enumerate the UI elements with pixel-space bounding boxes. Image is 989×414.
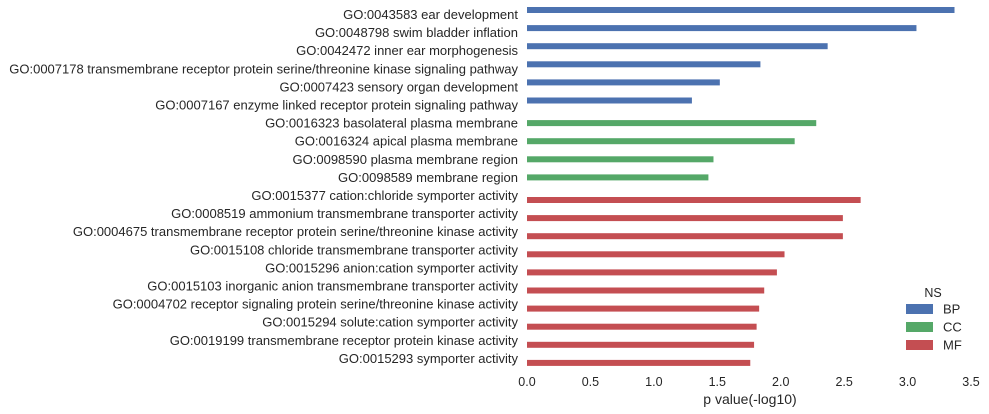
bar-go-0019199 bbox=[527, 341, 755, 348]
legend-label-cc: CC bbox=[943, 320, 962, 335]
category-label-go-0015377: GO:0015377 cation:chloride symporter act… bbox=[251, 188, 518, 203]
category-label-go-0043583: GO:0043583 ear development bbox=[343, 7, 518, 22]
bar-go-0015294 bbox=[527, 323, 757, 330]
bar-go-0015296 bbox=[527, 269, 777, 276]
bars bbox=[527, 7, 955, 366]
category-label-go-0007167: GO:0007167 enzyme linked receptor protei… bbox=[155, 98, 518, 113]
category-label-go-0019199: GO:0019199 transmembrane receptor protei… bbox=[170, 333, 519, 348]
legend-swatch-cc bbox=[906, 322, 933, 332]
category-label-go-0098590: GO:0098590 plasma membrane region bbox=[293, 152, 518, 167]
bar-go-0098589 bbox=[527, 174, 709, 181]
legend-swatch-mf bbox=[906, 340, 933, 350]
bar-go-0007423 bbox=[527, 79, 720, 86]
category-label-go-0098589: GO:0098589 membrane region bbox=[338, 170, 518, 185]
bar-go-0043583 bbox=[527, 7, 955, 13]
category-label-go-0015108: GO:0015108 chloride transmembrane transp… bbox=[190, 242, 519, 257]
legend-label-mf: MF bbox=[943, 338, 962, 353]
category-label-go-0004675: GO:0004675 transmembrane receptor protei… bbox=[73, 224, 519, 239]
category-label-go-0007423: GO:0007423 sensory organ development bbox=[280, 79, 519, 94]
x-tick-label: 1.5 bbox=[709, 375, 726, 389]
category-label-go-0048798: GO:0048798 swim bladder inflation bbox=[315, 25, 518, 40]
x-tick-label: 2.5 bbox=[835, 375, 852, 389]
bar-go-0015377 bbox=[527, 197, 861, 203]
category-label-go-0015294: GO:0015294 solute:cation symporter activ… bbox=[262, 315, 518, 330]
bar-go-0015108 bbox=[527, 251, 785, 258]
legend-swatch-bp bbox=[906, 304, 933, 314]
bar-go-0008519 bbox=[527, 215, 843, 222]
category-label-go-0015296: GO:0015296 anion:cation symporter activi… bbox=[265, 260, 518, 275]
category-label-go-0042472: GO:0042472 inner ear morphogenesis bbox=[296, 43, 518, 58]
bar-go-0007167 bbox=[527, 97, 692, 104]
x-tick-label: 1.0 bbox=[645, 375, 662, 389]
bar-go-0048798 bbox=[527, 25, 917, 32]
category-label-go-0007178: GO:0007178 transmembrane receptor protei… bbox=[9, 61, 518, 76]
x-axis-label: p value(-log10) bbox=[703, 391, 796, 407]
category-label-go-0016324: GO:0016324 apical plasma membrane bbox=[295, 134, 518, 149]
legend: NS BP CC MF bbox=[906, 286, 962, 353]
x-tick-label: 2.0 bbox=[772, 375, 789, 389]
category-label-go-0015293: GO:0015293 symporter activity bbox=[339, 351, 519, 366]
legend-title: NS bbox=[924, 286, 941, 300]
category-label-go-0015103: GO:0015103 inorganic anion transmembrane… bbox=[147, 279, 518, 294]
bar-go-0016323 bbox=[527, 120, 817, 127]
x-tick-label: 0.0 bbox=[518, 375, 535, 389]
category-label-go-0008519: GO:0008519 ammonium transmembrane transp… bbox=[171, 206, 518, 221]
bar-go-0016324 bbox=[527, 138, 795, 145]
x-tick-label: 3.0 bbox=[899, 375, 916, 389]
bar-go-0015293 bbox=[527, 359, 751, 366]
bar-go-0004702 bbox=[527, 305, 760, 312]
category-label-go-0004702: GO:0004702 receptor signaling protein se… bbox=[113, 297, 519, 312]
legend-label-bp: BP bbox=[943, 302, 960, 317]
bar-go-0098590 bbox=[527, 156, 714, 163]
bar-go-0042472 bbox=[527, 43, 828, 50]
category-label-go-0016323: GO:0016323 basolateral plasma membrane bbox=[265, 116, 518, 131]
bar-go-0015103 bbox=[527, 287, 765, 294]
category-labels: GO:0043583 ear development GO:0048798 swi… bbox=[9, 7, 518, 366]
bar-go-0007178 bbox=[527, 61, 761, 68]
x-tick-label: 0.5 bbox=[582, 375, 599, 389]
x-tick-label: 3.5 bbox=[962, 375, 979, 389]
x-axis-ticks: 0.0 0.5 1.0 1.5 2.0 2.5 3.0 3.5 bbox=[518, 375, 979, 389]
bar-go-0004675 bbox=[527, 233, 843, 240]
